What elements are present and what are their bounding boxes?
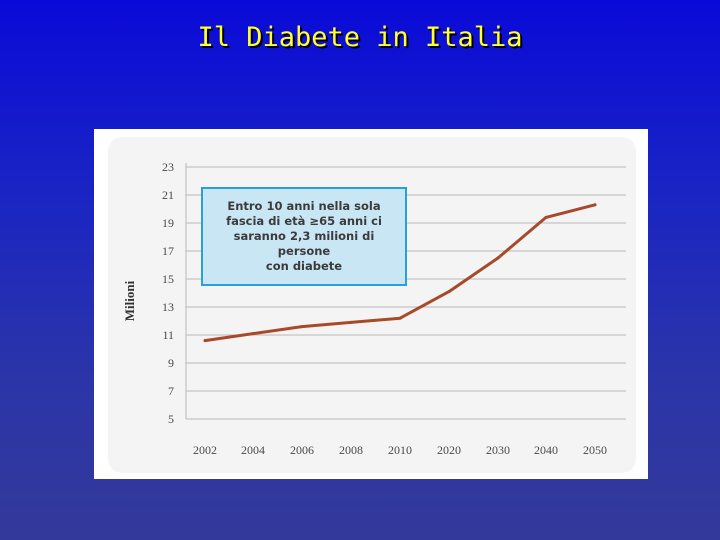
chart-image: 5 7 9 11 13 15 17 19 21 23 Milioni 2002 2004 2006 2008… xyxy=(94,129,648,479)
y-tick-label: 17 xyxy=(162,244,174,258)
x-tick-label: 2010 xyxy=(388,443,412,457)
x-tick-label: 2040 xyxy=(534,443,558,457)
y-tick-label: 11 xyxy=(162,328,174,342)
y-tick-label: 21 xyxy=(162,188,174,202)
data-point xyxy=(398,316,402,320)
y-tick-label: 13 xyxy=(162,300,174,314)
x-tick-label: 2020 xyxy=(437,443,461,457)
y-tick-label: 15 xyxy=(162,272,174,286)
line-chart: 5 7 9 11 13 15 17 19 21 23 Milioni 2002 2004 2006 2008… xyxy=(122,160,626,457)
data-point xyxy=(544,215,548,219)
y-tick-label: 7 xyxy=(168,384,174,398)
y-tick-label: 9 xyxy=(168,356,174,370)
x-tick-label: 2004 xyxy=(241,443,265,457)
y-tick-label: 19 xyxy=(162,216,174,230)
data-point xyxy=(203,339,207,343)
data-point xyxy=(496,256,500,260)
y-tick-label: 23 xyxy=(162,160,174,174)
x-tick-label: 2006 xyxy=(290,443,314,457)
x-tick-label: 2030 xyxy=(486,443,510,457)
annotation-box: Entro 10 anni nella sola fascia di età ≥… xyxy=(201,187,407,286)
x-tick-label: 2002 xyxy=(193,443,217,457)
x-tick-label: 2050 xyxy=(583,443,607,457)
data-point xyxy=(593,203,597,207)
data-point xyxy=(251,332,255,336)
slide-title: Il Diabete in Italia xyxy=(197,22,523,53)
data-point xyxy=(349,320,353,324)
data-point xyxy=(447,290,451,294)
data-point xyxy=(300,325,304,329)
y-tick-label: 5 xyxy=(168,412,174,426)
annotation-text: Entro 10 anni nella sola fascia di età ≥… xyxy=(226,199,382,273)
y-axis-label: Milioni xyxy=(122,280,137,321)
x-tick-label: 2008 xyxy=(339,443,363,457)
